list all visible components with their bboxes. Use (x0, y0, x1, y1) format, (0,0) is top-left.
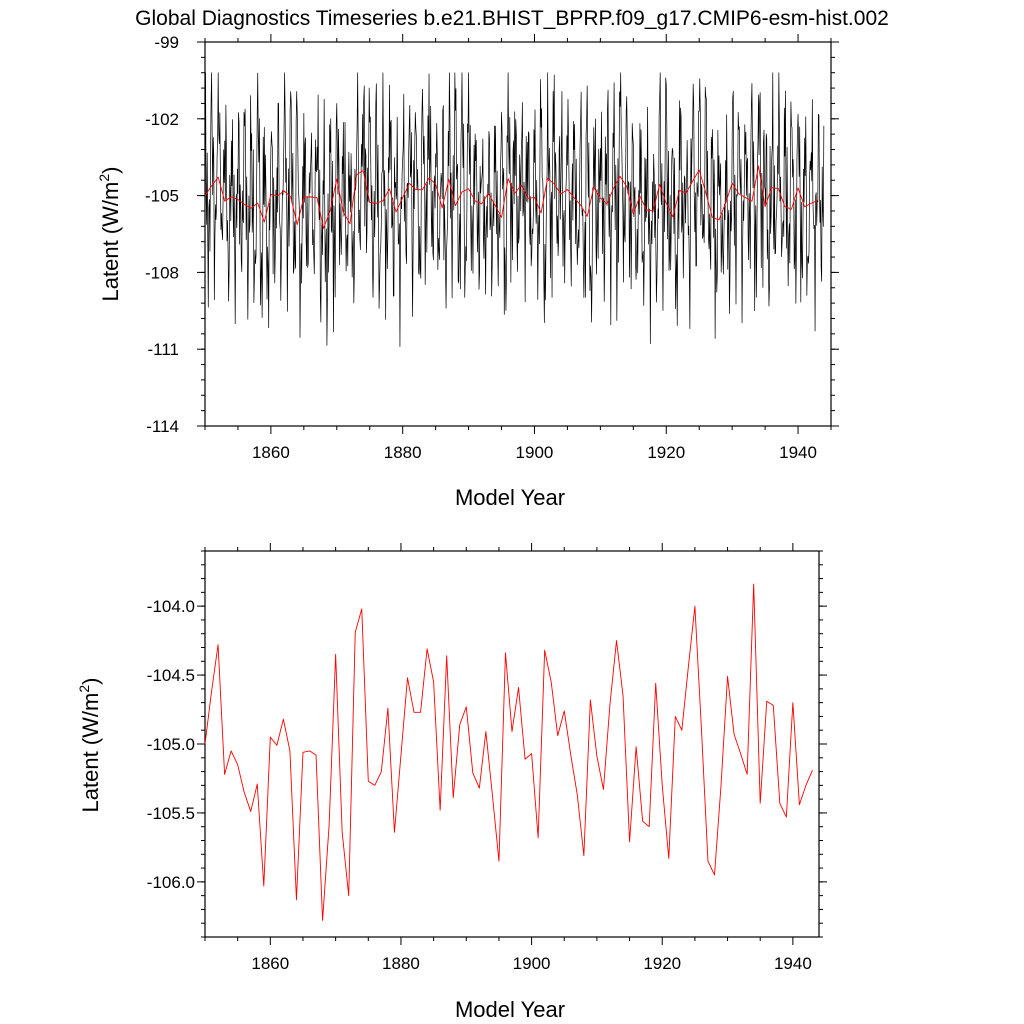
top-x-tick-label: 1860 (252, 443, 290, 462)
bottom-panel: 1860 1880 1900 1920 1940 -106.0 -105.5 -105.0 -1… (76, 543, 827, 1022)
bottom-annual-series-line (204, 583, 813, 921)
bottom-x-axis-label: Model Year (455, 997, 565, 1022)
bottom-x-tick-label: 1880 (382, 954, 420, 973)
top-y-tick-label: -102 (145, 110, 179, 129)
top-y-tick-label: -105 (145, 187, 179, 206)
top-plot-frame (204, 41, 832, 427)
bottom-y-tick-label: -106.0 (147, 873, 195, 892)
top-y-tick-label: -114 (146, 417, 179, 436)
top-y-axis-label: Latent (W/m2) (96, 167, 123, 302)
top-x-tick-label: 1900 (516, 443, 554, 462)
bottom-y-tick-label: -105.0 (147, 735, 195, 754)
bottom-x-tick-label: 1920 (643, 954, 681, 973)
top-y-tick-label: -99 (154, 33, 179, 52)
top-x-tick-label: 1880 (384, 443, 422, 462)
top-axes-ticks: 1860 1880 1900 1920 1940 -114 -111 -108 -105 -102… (145, 33, 839, 462)
top-x-tick-label: 1940 (779, 443, 817, 462)
bottom-axes-ticks: 1860 1880 1900 1920 1940 -106.0 -105.5 -105.0 -1… (147, 543, 827, 973)
chart-title: Global Diagnostics Timeseries b.e21.BHIS… (135, 7, 889, 30)
bottom-y-tick-label: -105.5 (147, 804, 195, 823)
bottom-x-tick-label: 1900 (513, 954, 551, 973)
bottom-x-tick-label: 1860 (251, 954, 289, 973)
bottom-y-tick-label: -104.0 (147, 597, 195, 616)
top-y-tick-label: -111 (147, 340, 179, 359)
bottom-x-tick-label: 1940 (774, 954, 812, 973)
top-x-tick-label: 1920 (647, 443, 685, 462)
top-x-axis-label: Model Year (455, 485, 565, 510)
top-monthly-series-line (204, 72, 825, 347)
top-y-tick-label: -108 (145, 263, 179, 282)
bottom-y-axis-label: Latent (W/m2) (76, 678, 103, 813)
top-annual-series-line (204, 165, 818, 229)
bottom-y-tick-label: -104.5 (147, 666, 195, 685)
top-panel: 1860 1880 1900 1920 1940 -114 -111 -108 -105 -102… (96, 33, 839, 510)
